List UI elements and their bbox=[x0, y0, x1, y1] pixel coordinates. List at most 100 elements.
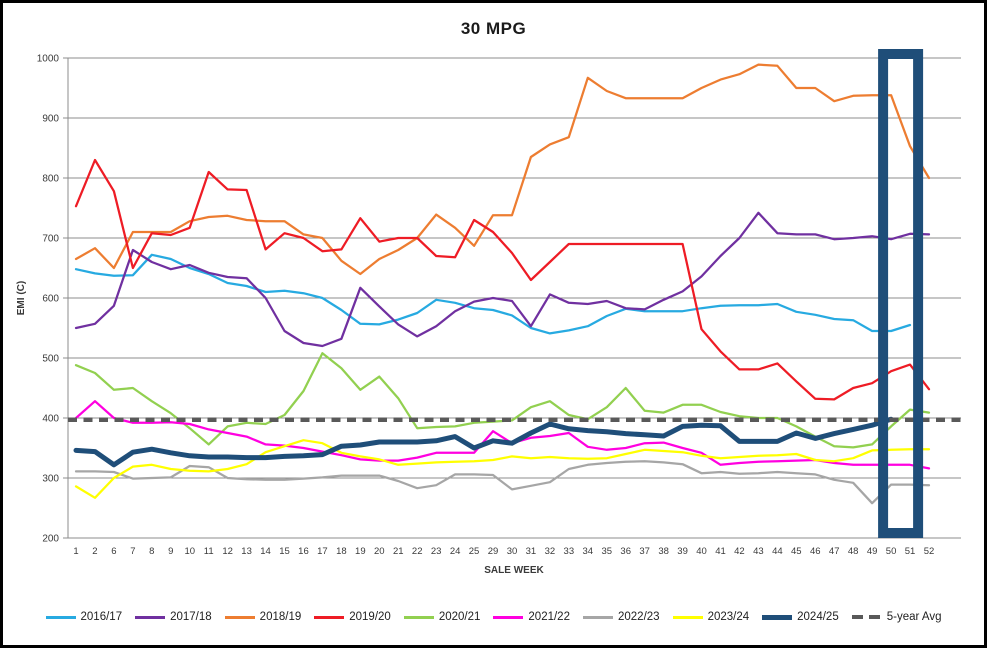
series-line-2021-22 bbox=[74, 400, 931, 470]
x-tick-label: 1 bbox=[73, 546, 78, 557]
x-tick-label: 52 bbox=[924, 546, 935, 557]
x-tick-label: 14 bbox=[260, 546, 271, 557]
legend-label: 2016/17 bbox=[80, 611, 123, 623]
x-tick-label: 43 bbox=[753, 546, 764, 557]
x-tick-label: 18 bbox=[336, 546, 347, 557]
legend-item: 2017/18 bbox=[135, 611, 212, 623]
legend-item: 5-year Avg bbox=[851, 611, 942, 623]
highlight-box bbox=[878, 49, 924, 538]
x-tick-label: 40 bbox=[696, 546, 707, 557]
y-tick-label: 1000 bbox=[37, 54, 60, 65]
y-tick-label: 300 bbox=[42, 474, 59, 485]
legend-label: 2023/24 bbox=[707, 611, 750, 623]
y-tick-label: 200 bbox=[42, 534, 59, 545]
y-tick-labels: 200 300 400 500 600 700 800 900 1000 bbox=[37, 54, 60, 545]
legend-swatch-2021-22 bbox=[493, 615, 524, 619]
x-tick-label: 15 bbox=[279, 546, 290, 557]
chart-title: 30 MPG bbox=[460, 19, 527, 38]
x-tick-label: 41 bbox=[715, 546, 726, 557]
legend-label: 2022/23 bbox=[617, 611, 660, 623]
legend-label: 2019/20 bbox=[349, 611, 391, 623]
legend-label: 2020/21 bbox=[438, 611, 481, 623]
x-tick-label: 37 bbox=[639, 546, 650, 557]
legend-item: 2020/21 bbox=[403, 611, 481, 623]
series-line-2019-20 bbox=[74, 158, 931, 401]
legend-swatch-2017-18 bbox=[135, 615, 166, 619]
legend-label: 2021/22 bbox=[528, 611, 570, 623]
x-tick-label: 20 bbox=[374, 546, 385, 557]
legend-label: 5-year Avg bbox=[886, 611, 942, 623]
series-line-2023-24 bbox=[74, 439, 931, 499]
x-tick-label: 19 bbox=[355, 546, 366, 557]
x-tick-labels: 1 2 6 7 8 9 10 11 12 13 14 15 16 17 18 19 20 21 22 23 24 25 29… bbox=[73, 546, 934, 557]
chart-legend: 2016/17 2017/18 2018/19 2019/20 2020/21 … bbox=[3, 611, 984, 623]
x-tick-label: 38 bbox=[658, 546, 669, 557]
x-tick-label: 9 bbox=[168, 546, 173, 557]
x-tick-label: 7 bbox=[130, 546, 135, 557]
x-tick-label: 39 bbox=[677, 546, 688, 557]
x-tick-label: 47 bbox=[829, 546, 840, 557]
legend-item: 2016/17 bbox=[45, 611, 123, 623]
legend-item: 2019/20 bbox=[314, 611, 391, 623]
legend-label: 2018/19 bbox=[259, 611, 302, 623]
x-tick-label: 33 bbox=[564, 546, 575, 557]
series-line-2017-18 bbox=[74, 211, 931, 348]
series-line-2024-25 bbox=[73, 416, 894, 468]
legend-swatch-2023-24 bbox=[672, 615, 703, 619]
x-tick-label: 49 bbox=[867, 546, 878, 557]
series-line-2022-23 bbox=[74, 460, 931, 505]
x-tick-label: 16 bbox=[298, 546, 309, 557]
y-tick-label: 500 bbox=[42, 354, 59, 365]
x-tick-label: 12 bbox=[222, 546, 233, 557]
x-tick-label: 10 bbox=[184, 546, 195, 557]
x-tick-label: 34 bbox=[583, 546, 594, 557]
x-tick-label: 13 bbox=[241, 546, 252, 557]
legend-item: 2018/19 bbox=[224, 611, 302, 623]
legend-swatch-2024-25 bbox=[762, 614, 793, 620]
x-tick-label: 44 bbox=[772, 546, 783, 557]
x-tick-label: 23 bbox=[431, 546, 442, 557]
legend-item: 2022/23 bbox=[582, 611, 660, 623]
x-tick-label: 32 bbox=[545, 546, 556, 557]
legend-swatch-2020-21 bbox=[403, 615, 434, 619]
x-tick-label: 11 bbox=[204, 546, 214, 557]
x-tick-label: 42 bbox=[734, 546, 745, 557]
x-tick-label: 48 bbox=[848, 546, 859, 557]
x-tick-label: 46 bbox=[810, 546, 821, 557]
y-tick-label: 900 bbox=[42, 114, 59, 125]
y-axis-title: EMI (C) bbox=[16, 281, 27, 315]
x-tick-label: 29 bbox=[488, 546, 499, 557]
legend-swatch-2016-17 bbox=[45, 615, 76, 619]
x-tick-label: 17 bbox=[317, 546, 328, 557]
x-axis-title: SALE WEEK bbox=[484, 565, 544, 576]
y-tick-label: 600 bbox=[42, 294, 59, 305]
x-tick-label: 51 bbox=[905, 546, 916, 557]
y-tick-label: 800 bbox=[42, 174, 59, 185]
x-tick-label: 36 bbox=[620, 546, 631, 557]
x-tick-label: 31 bbox=[526, 546, 537, 557]
x-tick-label: 45 bbox=[791, 546, 802, 557]
x-tick-label: 24 bbox=[450, 546, 461, 557]
x-tick-label: 25 bbox=[469, 546, 480, 557]
legend-item: 2023/24 bbox=[672, 611, 750, 623]
x-tick-label: 21 bbox=[393, 546, 404, 557]
x-tick-label: 2 bbox=[92, 546, 97, 557]
legend-label: 2017/18 bbox=[170, 611, 212, 623]
legend-swatch-2022-23 bbox=[582, 615, 613, 619]
series-line-2018-19 bbox=[74, 63, 931, 276]
x-tick-label: 22 bbox=[412, 546, 423, 557]
x-tick-label: 30 bbox=[507, 546, 518, 557]
x-tick-label: 6 bbox=[111, 546, 116, 557]
legend-item: 2021/22 bbox=[493, 611, 570, 623]
legend-label: 2024/25 bbox=[797, 611, 839, 623]
legend-item: 2024/25 bbox=[762, 611, 839, 623]
y-tick-label: 700 bbox=[42, 234, 59, 245]
legend-swatch-2018-19 bbox=[224, 615, 255, 619]
y-tick-label: 400 bbox=[42, 414, 59, 425]
series-line-2016-17 bbox=[74, 253, 912, 335]
series-lines bbox=[73, 63, 931, 505]
legend-swatch-5-year-avg bbox=[851, 615, 882, 619]
x-tick-label: 35 bbox=[601, 546, 612, 557]
